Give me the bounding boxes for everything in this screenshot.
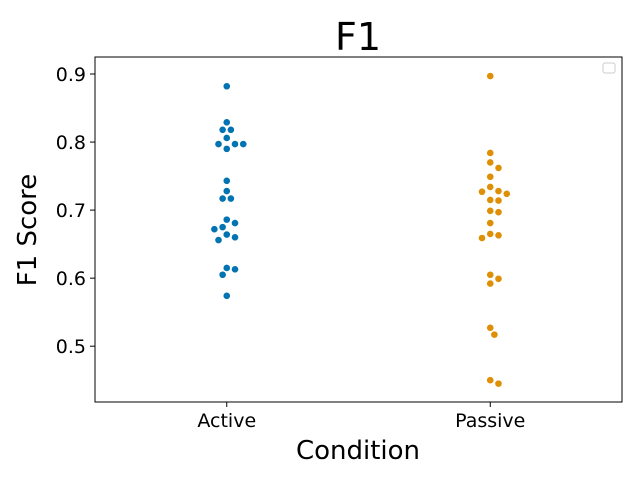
y-tick-label: 0.5 — [56, 336, 86, 358]
chart-title: F1 — [335, 15, 381, 59]
data-point-passive — [494, 196, 503, 205]
data-point-passive — [494, 379, 503, 388]
data-point-active — [222, 291, 231, 300]
y-tick-label: 0.7 — [56, 200, 86, 222]
data-point-passive — [486, 195, 495, 204]
y-tick-label: 0.8 — [56, 132, 86, 154]
data-point-active — [226, 194, 235, 203]
data-point-active — [239, 140, 248, 149]
data-point-passive — [486, 206, 495, 215]
legend-box — [602, 62, 616, 74]
data-point-active — [231, 265, 239, 274]
data-point-passive — [478, 234, 486, 242]
data-point-active — [231, 219, 239, 227]
data-point-active — [214, 236, 223, 244]
x-axis: Active Passive — [197, 402, 525, 432]
x-tick-label-active: Active — [197, 410, 256, 432]
data-point-active — [231, 233, 239, 242]
y-axis-label: F1 Score — [13, 174, 43, 287]
data-point-passive — [494, 274, 503, 283]
data-point-passive — [486, 270, 495, 279]
y-tick-label: 0.6 — [56, 268, 86, 290]
data-point-passive — [486, 72, 495, 80]
data-point-passive — [486, 230, 495, 238]
y-tick-label: 0.9 — [56, 64, 86, 86]
data-point-active — [226, 125, 235, 134]
data-point-passive — [490, 330, 499, 339]
data-point-passive — [494, 187, 503, 195]
data-point-active — [218, 125, 227, 134]
data-point-active — [218, 194, 227, 203]
plot-area — [94, 56, 623, 403]
y-axis: 0.5 0.6 0.7 0.8 0.9 — [56, 64, 95, 358]
data-point-active — [210, 225, 219, 234]
data-point-active — [222, 118, 231, 127]
data-point-passive — [502, 189, 511, 198]
data-point-passive — [494, 231, 503, 240]
x-tick-label-passive: Passive — [455, 410, 525, 432]
data-point-passive — [486, 172, 495, 181]
data-point-passive — [478, 187, 486, 196]
data-point-active — [222, 144, 231, 153]
data-point-active — [222, 176, 231, 185]
data-point-passive — [494, 208, 503, 217]
data-point-passive — [486, 158, 495, 167]
data-points — [210, 72, 511, 388]
data-point-active — [222, 187, 231, 195]
data-point-active — [222, 82, 231, 91]
data-point-active — [222, 230, 231, 239]
data-point-active — [222, 264, 231, 272]
data-point-passive — [486, 183, 495, 191]
data-point-passive — [494, 164, 503, 172]
data-point-active — [222, 215, 231, 224]
data-point-active — [218, 223, 227, 232]
data-point-passive — [486, 376, 495, 385]
x-axis-label: Condition — [296, 436, 420, 466]
data-point-passive — [486, 323, 495, 332]
data-point-active — [214, 140, 223, 149]
data-point-active — [222, 134, 231, 142]
data-point-passive — [486, 149, 495, 157]
data-point-passive — [486, 279, 495, 288]
data-point-active — [231, 140, 239, 149]
data-point-passive — [486, 219, 495, 227]
data-point-active — [218, 270, 227, 279]
